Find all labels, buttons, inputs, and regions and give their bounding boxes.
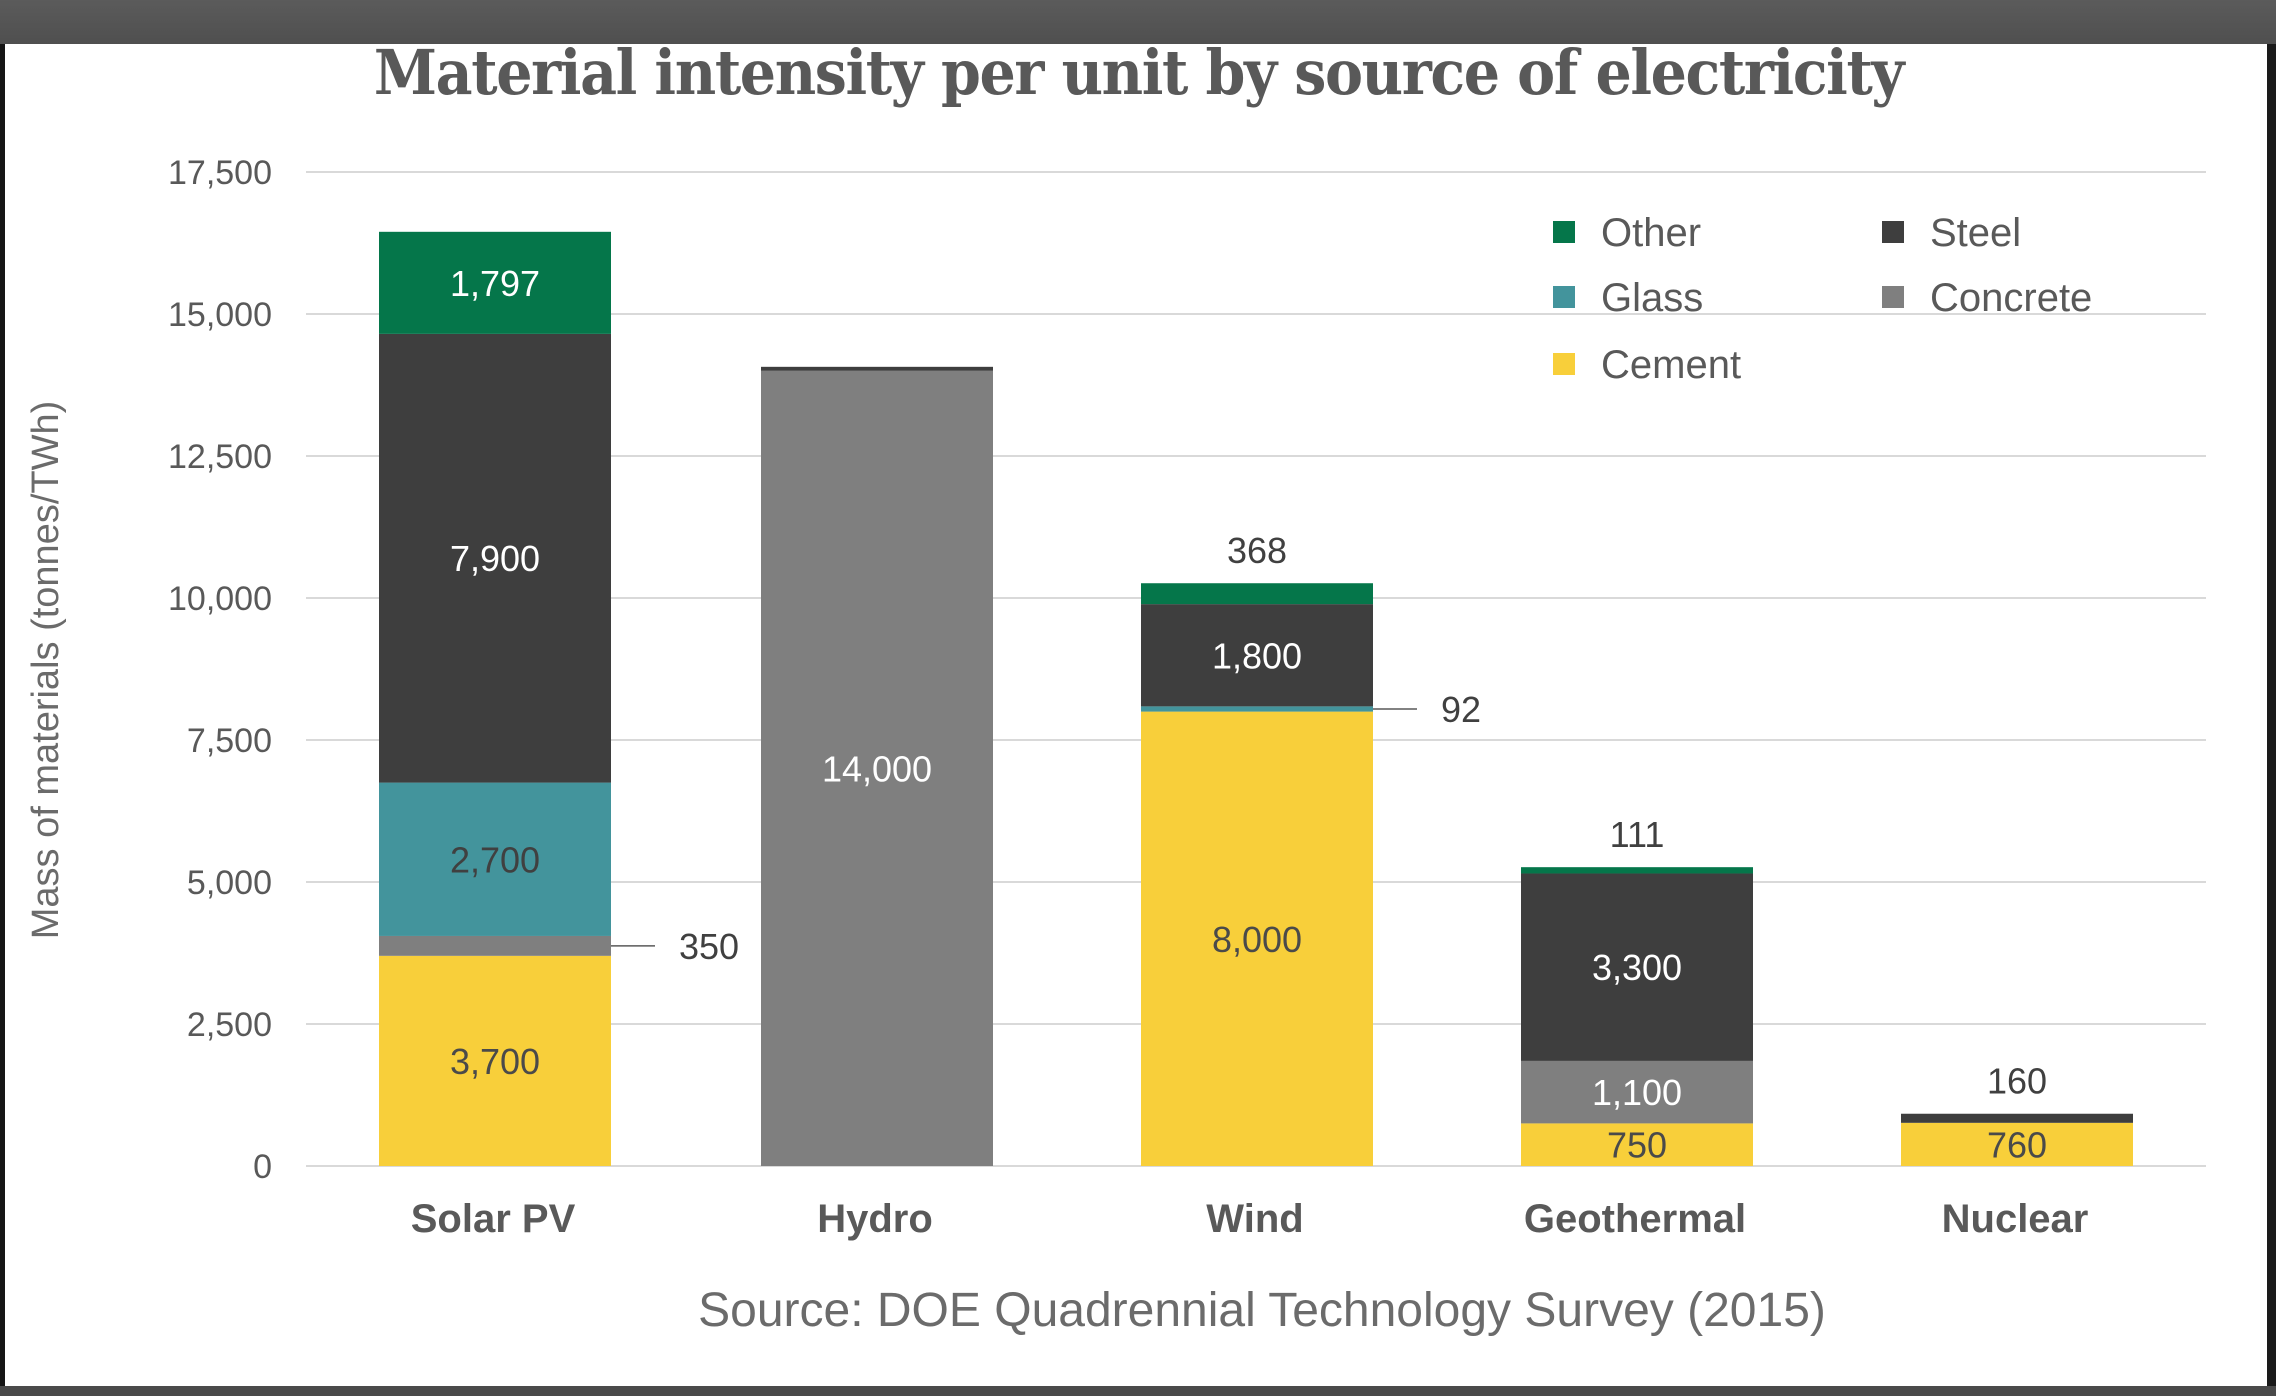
y-tick-label: 0 xyxy=(253,1148,272,1186)
category-labels: Solar PV Hydro Wind Geothermal Nuclear xyxy=(411,1197,2089,1241)
bar-segment-concrete xyxy=(761,370,993,1166)
bar-segment-other xyxy=(1521,867,1753,874)
segment-value-label: 3,700 xyxy=(450,1041,540,1082)
external-value-label: 92 xyxy=(1441,689,1481,730)
legend-swatch-glass xyxy=(1553,286,1575,308)
external-value-label: 160 xyxy=(1987,1061,2047,1102)
y-tick-label: 2,500 xyxy=(187,1006,272,1044)
source-note: Source: DOE Quadrennial Technology Surve… xyxy=(698,1284,1826,1337)
bar-segment-steel xyxy=(1901,1113,2133,1123)
left-frame-strip xyxy=(0,44,5,1396)
bar-segment-concrete xyxy=(1521,1060,1753,1124)
external-labels: 350 92 368 111 160 xyxy=(611,530,2047,1102)
bottom-frame-band xyxy=(0,1386,2276,1396)
legend-swatch-concrete xyxy=(1882,286,1904,308)
bars xyxy=(379,231,2133,1166)
bar-segment-glass xyxy=(379,782,611,936)
bar-segment-concrete xyxy=(379,935,611,956)
bar-segment-steel xyxy=(1521,873,1753,1061)
right-frame-strip xyxy=(2267,44,2276,1396)
segment-value-label: 2,700 xyxy=(450,839,540,880)
legend-label-cement: Cement xyxy=(1601,343,1741,387)
segment-value-label: 750 xyxy=(1607,1125,1667,1166)
y-axis-ticks: 0 2,500 5,000 7,500 10,000 12,500 15,000 17,500 xyxy=(168,154,272,1186)
bar-segment-steel xyxy=(1141,604,1373,707)
bar-segment-glass xyxy=(1141,706,1373,712)
bar-segment-other xyxy=(1141,583,1373,605)
legend-label-glass: Glass xyxy=(1601,276,1703,320)
y-tick-label: 7,500 xyxy=(187,722,272,760)
segment-value-label: 3,300 xyxy=(1592,947,1682,988)
segment-value-label: 1,800 xyxy=(1212,635,1302,676)
legend: Other Steel Glass Concrete Cement xyxy=(1553,211,2092,387)
category-label: Wind xyxy=(1206,1197,1303,1241)
y-tick-label: 10,000 xyxy=(168,580,272,618)
y-tick-label: 17,500 xyxy=(168,154,272,192)
category-label: Solar PV xyxy=(411,1197,576,1241)
external-value-label: 368 xyxy=(1227,530,1287,571)
external-value-label: 111 xyxy=(1610,814,1665,855)
legend-label-steel: Steel xyxy=(1930,211,2021,255)
segment-value-label: 1,100 xyxy=(1592,1072,1682,1113)
y-tick-label: 12,500 xyxy=(168,438,272,476)
segment-value-label: 1,797 xyxy=(450,263,540,304)
category-label: Hydro xyxy=(817,1197,933,1241)
bar-segment-steel xyxy=(379,333,611,783)
legend-swatch-steel xyxy=(1882,221,1904,243)
bar-segment-cement xyxy=(379,955,611,1166)
chart-title: Material intensity per unit by source of… xyxy=(373,36,1905,109)
category-label: Geothermal xyxy=(1524,1197,1746,1241)
segment-labels: 3,700 2,700 7,900 1,797 14,000 8,000 1,800 750 1… xyxy=(450,263,2047,1166)
segment-value-label: 14,000 xyxy=(822,748,932,789)
segment-value-label: 7,900 xyxy=(450,538,540,579)
y-tick-label: 5,000 xyxy=(187,864,272,902)
category-label: Nuclear xyxy=(1942,1197,2089,1241)
legend-label-concrete: Concrete xyxy=(1930,276,2092,320)
bar-segment-cement xyxy=(1521,1123,1753,1166)
legend-swatch-other xyxy=(1553,221,1575,243)
top-frame-band xyxy=(0,0,2276,44)
legend-swatch-cement xyxy=(1553,353,1575,375)
bar-segment-other xyxy=(379,231,611,334)
segment-value-label: 760 xyxy=(1987,1124,2047,1165)
bar-segment-cement xyxy=(1901,1122,2133,1166)
legend-label-other: Other xyxy=(1601,211,1701,255)
y-axis-label: Mass of materials (tonnes/TWh) xyxy=(25,401,67,939)
bar-segment-steel xyxy=(761,366,993,371)
bar-segment-cement xyxy=(1141,711,1373,1166)
y-tick-label: 15,000 xyxy=(168,296,272,334)
external-value-label: 350 xyxy=(679,926,739,967)
segment-value-label: 8,000 xyxy=(1212,919,1302,960)
